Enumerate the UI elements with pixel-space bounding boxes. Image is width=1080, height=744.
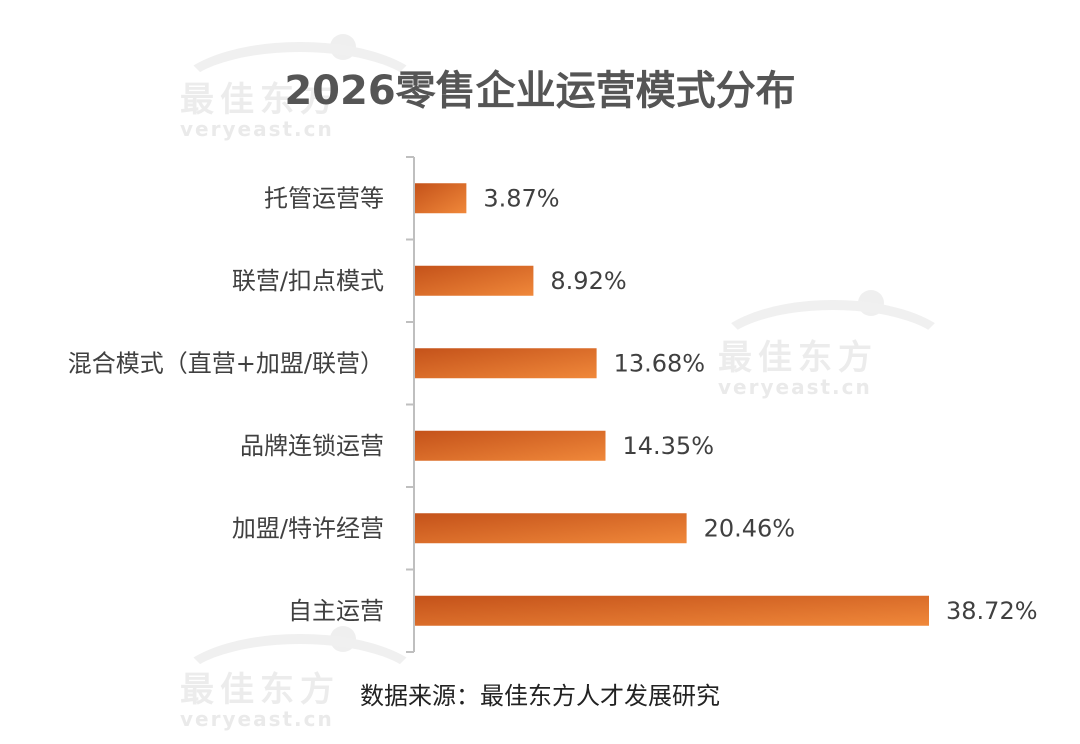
bar <box>415 513 687 544</box>
category-label: 托管运营等 <box>264 184 384 212</box>
category-label: 联营/扣点模式 <box>232 267 384 295</box>
label-layer: 托管运营等 3.87% 联营/扣点模式 8.92% 混合模式（直营+加盟/联营） 13.6… <box>68 184 1038 625</box>
category-label: 混合模式（直营+加盟/联营） <box>68 349 384 377</box>
bar <box>415 265 534 296</box>
chart-title: 2026零售企业运营模式分布 <box>284 68 796 114</box>
bar <box>415 348 597 379</box>
value-label: 3.87% <box>483 184 559 212</box>
value-label: 14.35% <box>622 432 714 460</box>
bar-layer <box>415 183 929 626</box>
value-label: 20.46% <box>704 514 796 542</box>
bar <box>415 595 929 626</box>
category-label: 加盟/特许经营 <box>232 514 384 542</box>
data-source-note: 数据来源：最佳东方人才发展研究 <box>360 682 720 710</box>
axis-layer <box>406 156 415 653</box>
value-label: 8.92% <box>550 267 626 295</box>
bar <box>415 430 606 461</box>
bar <box>415 183 467 214</box>
value-label: 13.68% <box>614 349 706 377</box>
category-label: 自主运营 <box>288 597 384 625</box>
value-label: 38.72% <box>946 597 1038 625</box>
category-label: 品牌连锁运营 <box>240 432 384 460</box>
